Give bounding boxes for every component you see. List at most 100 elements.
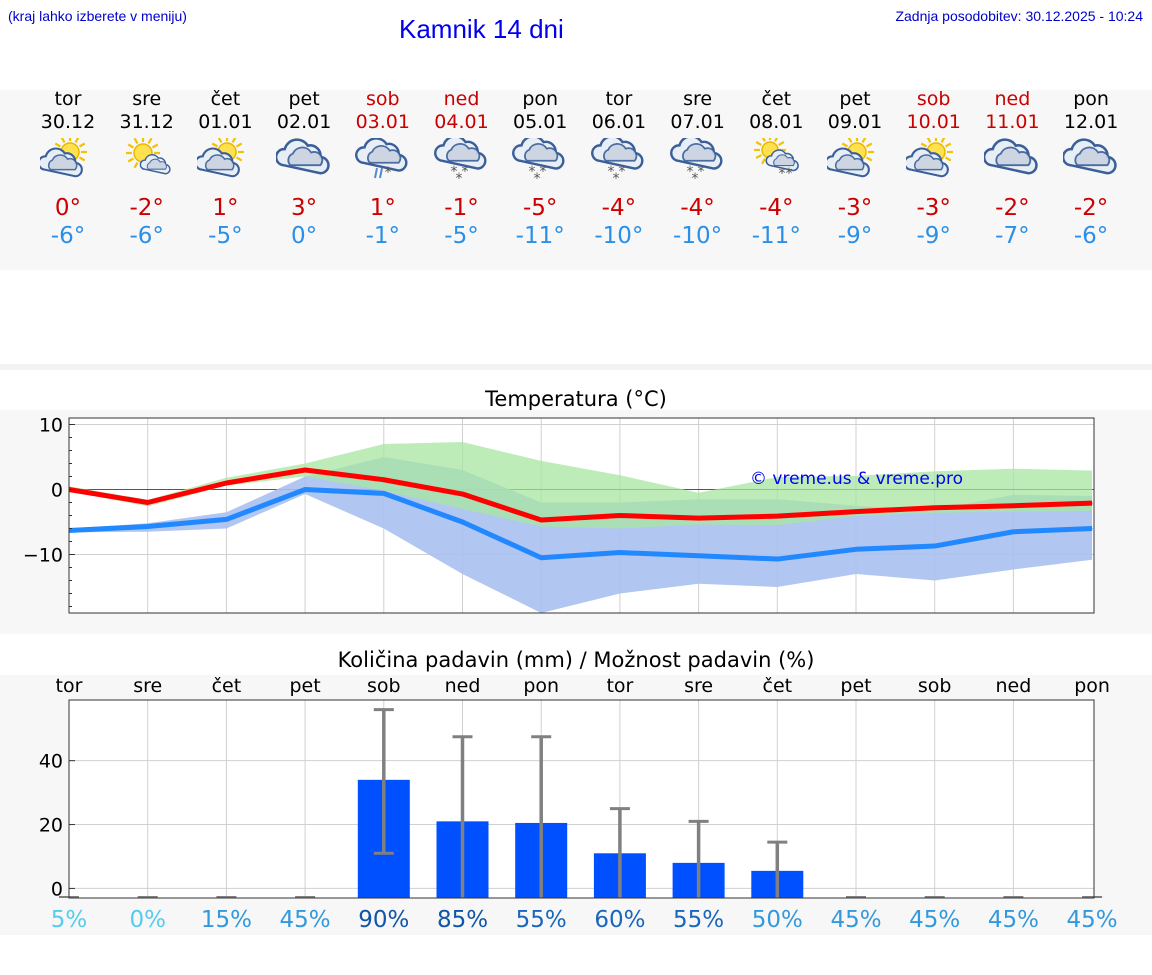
min-temperature-line bbox=[68, 487, 1093, 562]
category-label: pet bbox=[840, 675, 871, 697]
precipitation-probability: 45% bbox=[988, 907, 1039, 933]
day-forecast: sre 31.12 -2° -6° bbox=[107, 88, 187, 250]
min-temperature: -6° bbox=[129, 223, 164, 249]
max-temperature-line-point bbox=[540, 519, 542, 521]
day-forecast: ned 11.01 -2° -7° bbox=[972, 88, 1052, 250]
precipitation-error-bar bbox=[767, 840, 788, 898]
category-label: sob bbox=[918, 675, 952, 697]
svg-text:*: * bbox=[612, 171, 619, 186]
day-forecast: sre 07.01 * * * -4° -10° bbox=[658, 88, 738, 250]
max-temperature: -3° bbox=[916, 195, 951, 221]
day-forecast: čet 01.01 1° -5° bbox=[185, 88, 265, 250]
y-tick-label: 20 bbox=[39, 815, 63, 837]
min-temperature-line-point bbox=[934, 545, 936, 547]
day-forecast: pon 05.01 * * * -5° -11° bbox=[500, 88, 580, 250]
svg-text:*: * bbox=[786, 166, 793, 182]
min-temperature: -11° bbox=[751, 223, 801, 249]
max-temperature-line-point bbox=[147, 502, 149, 503]
precipitation-probability: 45% bbox=[1067, 907, 1118, 933]
plot-area bbox=[69, 700, 1094, 898]
precipitation-error-bar bbox=[688, 819, 709, 898]
watermark[interactable]: © vreme.us & vreme.pro bbox=[750, 469, 963, 489]
day-date: 02.01 bbox=[276, 111, 332, 133]
temperature-chart-title: Temperatura (°C) bbox=[485, 387, 667, 411]
day-date: 06.01 bbox=[591, 111, 647, 133]
sleet-icon: * bbox=[354, 138, 408, 181]
category-label: sre bbox=[684, 675, 713, 697]
category-label: ned bbox=[996, 675, 1032, 697]
min-temperature-line-point bbox=[619, 552, 621, 554]
page-title: Kamnik 14 dni bbox=[399, 14, 564, 44]
day-date: 10.01 bbox=[906, 111, 961, 133]
sun-cloud-icon bbox=[197, 138, 245, 178]
y-tick-label: 0 bbox=[51, 878, 63, 900]
snow-icon: * ** bbox=[669, 138, 723, 186]
max-temperature: 3° bbox=[291, 195, 318, 221]
precipitation-probability: 15% bbox=[201, 907, 252, 933]
y-tick-label: −10 bbox=[23, 545, 63, 567]
min-temperature-line-point bbox=[383, 492, 385, 494]
max-temperature-line-point bbox=[934, 507, 936, 509]
sun-cloud-icon bbox=[40, 138, 87, 178]
day-date: 07.01 bbox=[670, 111, 725, 133]
max-temperature: -4° bbox=[759, 195, 794, 221]
min-temperature: -5° bbox=[444, 223, 479, 249]
min-temperature: -5° bbox=[208, 223, 243, 249]
precipitation-error-bar bbox=[373, 708, 394, 855]
max-temperature-line-point bbox=[698, 517, 700, 519]
category-label: pon bbox=[1074, 675, 1110, 697]
max-temperature: -4° bbox=[601, 195, 637, 221]
max-temperature: -2° bbox=[1073, 195, 1109, 221]
svg-text:*: * bbox=[697, 164, 704, 180]
precipitation-error-bar bbox=[531, 735, 552, 898]
day-date: 03.01 bbox=[355, 111, 410, 133]
day-date: 01.01 bbox=[198, 111, 253, 133]
snow-icon: * ** bbox=[590, 138, 644, 186]
day-name: sob bbox=[916, 88, 951, 110]
max-temperature: -2° bbox=[129, 195, 164, 221]
precipitation-probability: 90% bbox=[358, 907, 409, 933]
category-label: tor bbox=[606, 675, 633, 697]
max-temperature-line-point bbox=[304, 469, 306, 471]
max-temperature-line-point bbox=[225, 482, 227, 484]
svg-text:*: * bbox=[461, 164, 468, 180]
precipitation-probability: 45% bbox=[280, 907, 331, 933]
max-temperature-line-point bbox=[1091, 502, 1093, 504]
svg-text:*: * bbox=[450, 164, 457, 180]
precipitation-probability: 50% bbox=[752, 907, 803, 933]
svg-text:*: * bbox=[384, 165, 391, 181]
max-temperature: -1° bbox=[444, 195, 479, 221]
day-date: 09.01 bbox=[827, 111, 883, 133]
plot-frame bbox=[68, 699, 1095, 899]
category-label: ned bbox=[445, 675, 481, 697]
day-forecast: pet 02.01 3° 0° bbox=[264, 88, 344, 250]
min-temperature: 0° bbox=[291, 223, 318, 249]
cloudy-icon bbox=[1063, 138, 1117, 175]
location-menu-hint[interactable]: (kraj lahko izberete v meniju) bbox=[8, 8, 187, 24]
category-label: čet bbox=[763, 675, 793, 697]
cloudy-icon bbox=[276, 138, 330, 175]
daily-forecast-panel bbox=[0, 90, 1152, 270]
min-temperature-line-point bbox=[147, 526, 149, 528]
day-forecast: tor 06.01 * * * -4° -10° bbox=[579, 88, 659, 250]
min-temperature: -7° bbox=[995, 223, 1030, 249]
day-date: 12.01 bbox=[1063, 111, 1119, 133]
day-name: pet bbox=[288, 88, 320, 110]
min-temperature-line-point bbox=[1012, 531, 1014, 533]
svg-text:*: * bbox=[691, 171, 698, 186]
day-name: ned bbox=[994, 88, 1031, 110]
min-temperature-line-point bbox=[540, 557, 542, 559]
svg-text:*: * bbox=[779, 166, 786, 182]
min-temperature-line-point bbox=[1091, 528, 1093, 529]
y-tick-label: 0 bbox=[51, 480, 63, 502]
min-temperature: -6° bbox=[50, 223, 86, 249]
snow-icon: * ** bbox=[512, 138, 565, 186]
day-name: sob bbox=[366, 88, 400, 110]
svg-text:*: * bbox=[607, 164, 614, 180]
day-name: ned bbox=[443, 88, 480, 110]
precipitation-error-bar bbox=[452, 735, 473, 898]
precipitation-chart-title: Količina padavin (mm) / Možnost padavin … bbox=[337, 648, 815, 672]
y-tick-label: 10 bbox=[39, 415, 63, 437]
svg-text:*: * bbox=[534, 171, 541, 186]
sun-small-cloud-icon bbox=[125, 138, 171, 175]
